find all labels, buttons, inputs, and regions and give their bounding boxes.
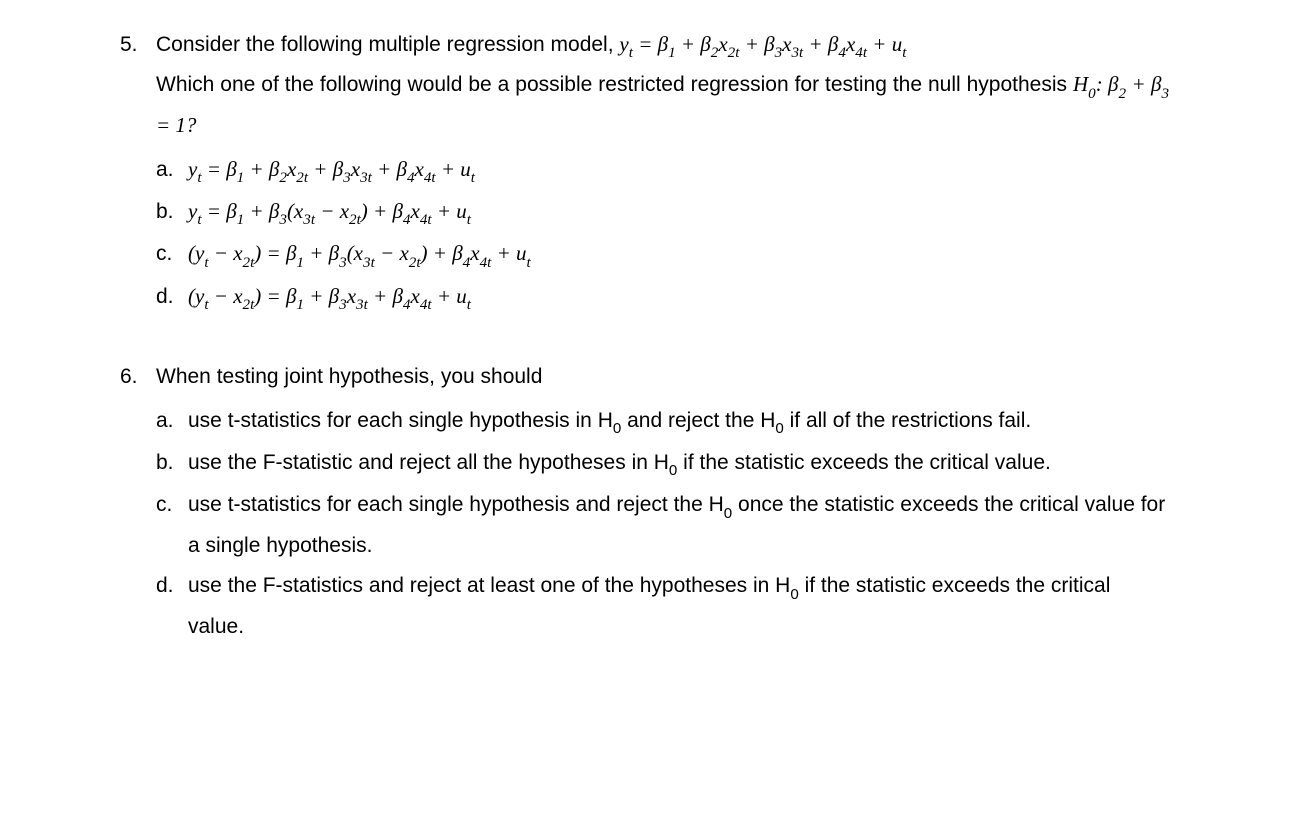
option-5a-text: yt = β1 + β2x2t + β3x3t + β4x4t + ut [188,151,1169,191]
option-6d-text: use the F-statistics and reject at least… [188,567,1169,646]
option-6b-letter: b. [156,444,188,484]
option-5c: c. (yt − x2t) = β1 + β3(x3t − x2t) + β4x… [156,235,1169,275]
option-5d-text: (yt − x2t) = β1 + β3x3t + β4x4t + ut [188,278,1169,318]
option-5c-text: (yt − x2t) = β1 + β3(x3t − x2t) + β4x4t … [188,235,1169,275]
question-6-stem: 6. When testing joint hypothesis, you sh… [120,358,1169,396]
question-6-text: When testing joint hypothesis, you shoul… [156,358,1169,396]
q5-stem-line2: Which one of the following would be a po… [156,73,1073,96]
subscript-zero: 0 [724,493,732,516]
option-6b-text: use the F-statistic and reject all the h… [188,444,1169,484]
option-6c-letter: c. [156,486,188,565]
option-6a-text: use t-statistics for each single hypothe… [188,402,1169,442]
option-6a: a. use t-statistics for each single hypo… [156,402,1169,442]
q5-stem-prefix: Consider the following multiple regressi… [156,33,619,56]
option-5a-letter: a. [156,151,188,191]
option-5b-text: yt = β1 + β3(x3t − x2t) + β4x4t + ut [188,193,1169,233]
subscript-zero: 0 [775,409,783,432]
question-6: 6. When testing joint hypothesis, you sh… [120,358,1169,646]
option-5a: a. yt = β1 + β2x2t + β3x3t + β4x4t + ut [156,151,1169,191]
question-5: 5. Consider the following multiple regre… [120,26,1169,318]
option-6b: b. use the F-statistic and reject all th… [156,444,1169,484]
option-5b: b. yt = β1 + β3(x3t − x2t) + β4x4t + ut [156,193,1169,233]
option-6d-letter: d. [156,567,188,646]
question-6-number: 6. [120,358,156,396]
option-5d-letter: d. [156,278,188,318]
question-6-options: a. use t-statistics for each single hypo… [120,402,1169,646]
option-6d: d. use the F-statistics and reject at le… [156,567,1169,646]
option-5c-letter: c. [156,235,188,275]
option-6c-text: use t-statistics for each single hypothe… [188,486,1169,565]
subscript-zero: 0 [790,574,798,597]
option-6a-letter: a. [156,402,188,442]
option-5b-letter: b. [156,193,188,233]
question-5-number: 5. [120,26,156,145]
option-6c: c. use t-statistics for each single hypo… [156,486,1169,565]
question-5-stem: 5. Consider the following multiple regre… [120,26,1169,145]
option-5d: d. (yt − x2t) = β1 + β3x3t + β4x4t + ut [156,278,1169,318]
question-5-text: Consider the following multiple regressi… [156,26,1169,145]
question-5-options: a. yt = β1 + β2x2t + β3x3t + β4x4t + ut … [120,151,1169,319]
q5-stem-equation: yt = β1 + β2x2t + β3x3t + β4x4t + ut [619,32,906,56]
